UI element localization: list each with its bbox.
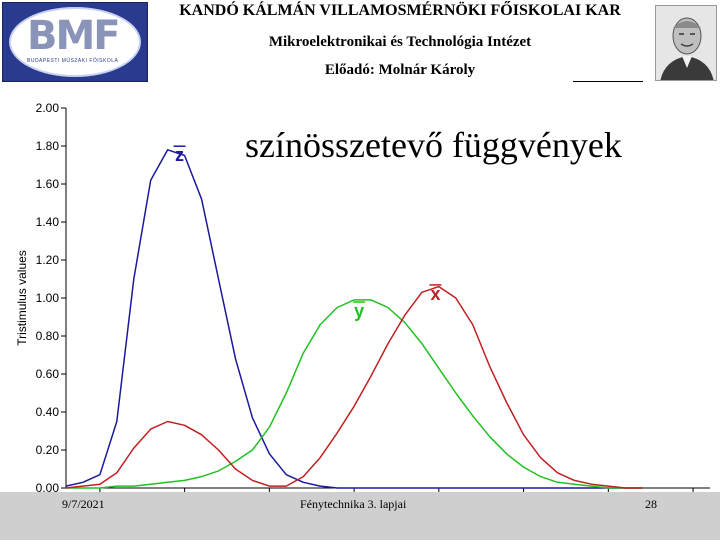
y-tick-label: 0.80 [36, 329, 60, 343]
footer-center-text: Fénytechnika 3. lapjai [300, 497, 407, 511]
series-label-x: x [430, 284, 440, 304]
slide-title: színösszetevő függvények [245, 125, 622, 165]
series-line-x [65, 285, 643, 489]
footer-date: 9/7/2021 [62, 497, 105, 511]
y-tick-label: 0.60 [36, 367, 60, 381]
footer-bar [0, 492, 720, 540]
slide-header: BMF BUDAPESTI MŰSZAKI FŐISKOLA KANDÓ KÁL… [0, 0, 720, 84]
y-tick-label: 0.40 [36, 405, 60, 419]
y-axis-label: Tristimulus values [15, 250, 29, 346]
institute-title: Mikroelektronikai és Technológia Intézet [268, 34, 532, 50]
y-tick-label: 1.20 [36, 253, 60, 267]
logo-oval [9, 7, 141, 77]
chart-lines [65, 149, 643, 489]
logo-mark: BMF [27, 13, 121, 59]
series-label-z: z [175, 145, 184, 165]
series-line-z [65, 149, 643, 489]
faculty-title: KANDÓ KÁLMÁN VILLAMOSMÉRNÖKI FŐISKOLAI K… [179, 2, 621, 19]
portrait-icon [656, 6, 716, 80]
y-tick-label: 1.60 [36, 177, 60, 191]
y-tick-label: 0.00 [36, 481, 60, 495]
y-tick-label: 1.80 [36, 139, 60, 153]
header-rule [573, 81, 643, 82]
page-number: 28 [645, 497, 657, 511]
y-tick-label: 1.00 [36, 291, 60, 305]
chart-labels: z y x [173, 145, 442, 321]
logo-subtext: BUDAPESTI MŰSZAKI FŐISKOLA [27, 58, 119, 64]
bmf-logo: BMF BUDAPESTI MŰSZAKI FŐISKOLA [2, 2, 148, 82]
series-line-y [66, 299, 643, 489]
lecturer-line: Előadó: Molnár Károly [324, 62, 476, 78]
portrait-image [655, 5, 717, 81]
chart-area: 0.00 0.20 0.40 0.60 0.80 1.00 1.20 1.40 1.60 1.80… [0, 84, 720, 540]
y-tick-label: 0.20 [36, 443, 60, 457]
y-tick-label: 2.00 [36, 101, 60, 115]
y-tick-label: 1.40 [36, 215, 60, 229]
series-label-y: y [354, 301, 364, 321]
